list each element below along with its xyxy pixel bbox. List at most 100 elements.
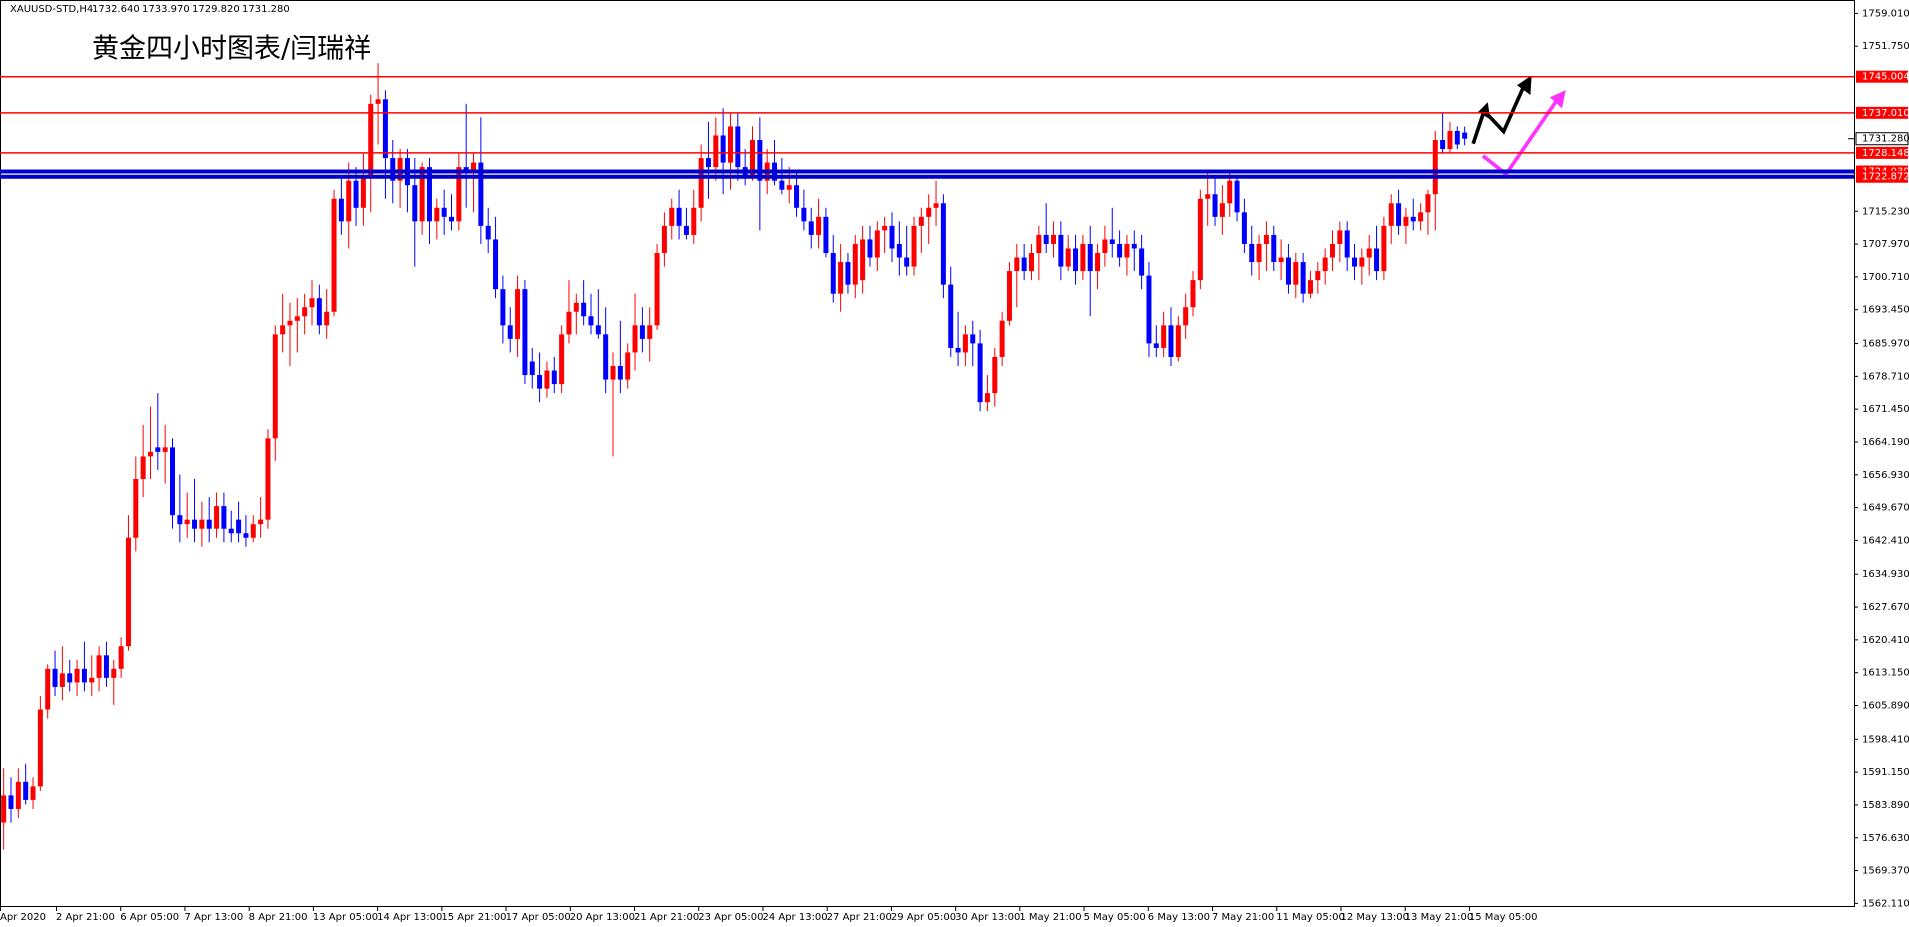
candle-body <box>346 180 352 222</box>
quote-close: 1731.280 <box>242 4 290 15</box>
candle-body <box>713 135 719 168</box>
candle-body <box>705 158 711 168</box>
candle-body <box>147 451 153 457</box>
candle-body <box>750 139 756 177</box>
x-tick-label: 23 Apr 05:00 <box>698 912 763 923</box>
level-label: 1737.010 <box>1862 108 1909 119</box>
candle-body <box>287 320 293 326</box>
x-tick-label: 12 May 13:00 <box>1340 912 1409 923</box>
candle-body <box>324 311 330 326</box>
candle-body <box>1256 243 1262 263</box>
candle-body <box>294 316 300 321</box>
x-tick-label: 27 Apr 21:00 <box>827 912 892 923</box>
candle-body <box>1403 216 1409 226</box>
candle-body <box>192 519 198 529</box>
candle-body <box>199 519 205 529</box>
candle-body <box>808 221 814 235</box>
candle-body <box>1227 180 1233 204</box>
candle-body <box>331 198 337 312</box>
level-label-box <box>1856 106 1908 119</box>
candle-body <box>1330 243 1336 258</box>
candle-body <box>955 347 961 353</box>
candle-body <box>581 302 587 317</box>
candle-body <box>1307 280 1313 294</box>
candle-body <box>412 185 418 222</box>
candle-body <box>316 298 322 326</box>
candle-body <box>368 103 374 177</box>
x-tick-label: 13 May 21:00 <box>1405 912 1474 923</box>
level-label-box <box>1856 146 1908 159</box>
candle-body <box>537 375 543 389</box>
y-tick-label: 1751.750 <box>1862 41 1909 52</box>
candle-body <box>81 668 87 683</box>
candle-body <box>280 325 286 335</box>
candle-body <box>1065 248 1071 267</box>
candle-body <box>647 325 653 339</box>
candle-body <box>1285 257 1291 285</box>
candle-body <box>1014 257 1020 272</box>
candle-body <box>588 316 594 326</box>
candle-body <box>243 533 249 538</box>
candle-body <box>639 325 645 339</box>
y-tick-label: 1759.010 <box>1862 8 1909 19</box>
candle-body <box>1366 248 1372 258</box>
candle-body <box>89 677 95 683</box>
x-tick-label: 30 Apr 13:00 <box>955 912 1020 923</box>
candle-body <box>830 252 836 294</box>
y-tick-label: 1693.450 <box>1862 305 1909 316</box>
candle-body <box>382 99 388 159</box>
candle-body <box>184 519 190 525</box>
candle-body <box>1139 248 1145 276</box>
candle-body <box>1418 212 1424 222</box>
quote-low: 1729.820 <box>192 4 240 15</box>
candle-body <box>1051 234 1057 244</box>
candle-body <box>889 225 895 249</box>
candle-body <box>250 524 256 538</box>
candle-body <box>1153 343 1159 348</box>
candle-body <box>111 668 117 678</box>
candle-body <box>67 673 73 683</box>
candle-body <box>676 207 682 226</box>
candle-body <box>1028 252 1034 272</box>
candle-body <box>529 361 535 376</box>
level-label-box <box>1856 170 1908 183</box>
quote-high: 1733.970 <box>142 4 190 15</box>
magenta-arrow <box>1481 98 1559 177</box>
candle-body <box>30 786 36 800</box>
x-tick-label: 7 Apr 13:00 <box>184 912 243 923</box>
candle-body <box>272 334 278 439</box>
annotation: 黄金四小时图表/闫瑞祥 <box>92 34 371 65</box>
candle-body <box>977 343 983 403</box>
candle-body <box>522 289 528 376</box>
candle-body <box>1271 234 1277 263</box>
candle-body <box>1175 325 1181 357</box>
y-tick-label: 1664.190 <box>1862 437 1909 448</box>
y-tick-label: 1613.150 <box>1862 668 1909 679</box>
y-tick-label: 1707.970 <box>1862 239 1909 250</box>
candle-body <box>860 239 866 281</box>
candle-body <box>1109 239 1115 244</box>
candle-body <box>948 284 954 348</box>
candle-body <box>823 216 829 253</box>
candle-body <box>125 537 131 647</box>
candle-body <box>170 447 176 516</box>
current-price-label: 1731.280 <box>1862 134 1909 145</box>
candle-body <box>214 506 220 529</box>
candle-body <box>1161 325 1167 348</box>
candle-body <box>566 311 572 335</box>
candle-body <box>918 216 924 226</box>
candle-body <box>1058 234 1064 267</box>
y-tick-label: 1634.930 <box>1862 569 1909 580</box>
candle-body <box>1219 203 1225 217</box>
candle-body <box>434 207 440 222</box>
candle-body <box>507 325 513 339</box>
x-tick-label: 5 May 05:00 <box>1084 912 1146 923</box>
x-tick-label: 7 May 21:00 <box>1212 912 1274 923</box>
x-tick-label: 17 Apr 05:00 <box>506 912 571 923</box>
candle-body <box>1447 130 1453 150</box>
x-tick-label: 14 Apr 13:00 <box>377 912 442 923</box>
y-tick-label: 1715.230 <box>1862 206 1909 217</box>
candle-body <box>353 180 359 208</box>
